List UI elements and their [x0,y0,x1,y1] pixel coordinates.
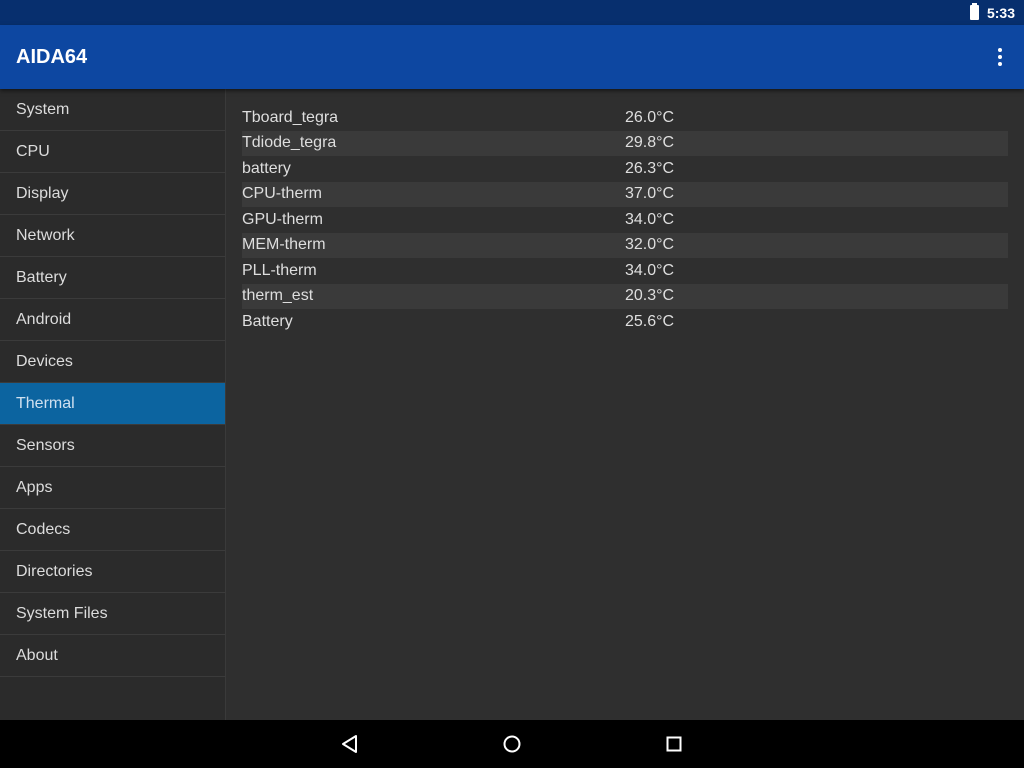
more-vert-icon[interactable] [976,33,1024,81]
sidebar-item-codecs[interactable]: Codecs [0,509,225,551]
sidebar-item-cpu[interactable]: CPU [0,131,225,173]
sidebar-item-devices[interactable]: Devices [0,341,225,383]
navigation-bar [0,720,1024,768]
recents-button[interactable] [593,720,755,768]
back-icon [342,735,357,753]
sidebar: System CPU Display Network Battery Android Dev… [0,89,226,720]
sensor-value: 20.3°C [625,287,675,305]
battery-icon [969,3,979,20]
sensor-value: 34.0°C [625,210,675,228]
app-title: AIDA64 [16,45,88,68]
home-button[interactable] [431,720,593,768]
sensor-row: battery 26.3°C [242,156,1008,182]
status-bar: 5:33 [0,0,1024,25]
sidebar-item-apps[interactable]: Apps [0,467,225,509]
sensor-name: PLL-therm [242,261,317,279]
sensor-name: therm_est [242,287,314,305]
thermal-list: Tboard_tegra 26.0°C Tdiode_tegra 29.8°C batt… [242,105,1008,335]
home-icon [503,735,521,753]
sidebar-item-battery[interactable]: Battery [0,257,225,299]
sensor-row: MEM-therm 32.0°C [242,232,1008,258]
sensor-row: GPU-therm 34.0°C [242,207,1008,233]
sensor-value: 26.0°C [625,108,675,126]
sensor-row: Tdiode_tegra 29.8°C [242,130,1008,156]
sensor-value: 26.3°C [625,159,675,177]
sensor-value: 25.6°C [625,312,675,330]
sensor-row: therm_est 20.3°C [242,283,1008,309]
thermal-panel: Tboard_tegra 26.0°C Tdiode_tegra 29.8°C batt… [226,89,1024,720]
sensor-name: Tboard_tegra [242,108,339,126]
sensor-name: Battery [242,312,293,330]
sidebar-item-network[interactable]: Network [0,215,225,257]
sensor-row: Battery 25.6°C [242,309,1008,335]
sensor-name: battery [242,159,291,177]
sensor-value: 34.0°C [625,261,675,279]
sensor-row: CPU-therm 37.0°C [242,181,1008,207]
sensor-name: MEM-therm [242,236,326,254]
sensor-value: 32.0°C [625,236,675,254]
sidebar-item-android[interactable]: Android [0,299,225,341]
sensor-value: 29.8°C [625,134,675,152]
sidebar-item-about[interactable]: About [0,635,225,677]
sensor-name: Tdiode_tegra [242,134,337,152]
sidebar-item-sensors[interactable]: Sensors [0,425,225,467]
back-button[interactable] [269,720,431,768]
sensor-row: Tboard_tegra 26.0°C [242,105,1008,131]
sensor-value: 37.0°C [625,185,675,203]
sensor-row: PLL-therm 34.0°C [242,258,1008,284]
sensor-name: CPU-therm [242,185,323,203]
recents-icon [666,736,682,752]
sensor-name: GPU-therm [242,210,323,228]
sidebar-item-system[interactable]: System [0,89,225,131]
sidebar-item-system-files[interactable]: System Files [0,593,225,635]
sidebar-item-display[interactable]: Display [0,173,225,215]
app-bar: AIDA64 [0,25,1024,89]
sidebar-item-thermal[interactable]: Thermal [0,383,225,425]
sidebar-item-directories[interactable]: Directories [0,551,225,593]
clock: 5:33 [986,4,1015,21]
